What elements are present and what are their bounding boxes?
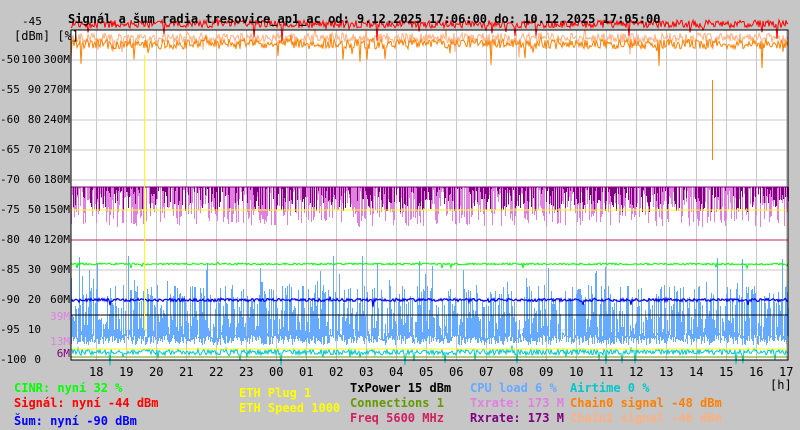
legend-freq: Freq 5600 MHz xyxy=(350,411,444,425)
legend-cinr: CINR: nyní 32 % xyxy=(14,381,123,395)
legend-eth-speed: ETH Speed 1000 xyxy=(239,401,341,415)
y-tick-dbm: -45 xyxy=(22,15,42,28)
x-tick: 01 xyxy=(299,365,314,379)
x-tick: 13 xyxy=(659,365,674,379)
airtime-series xyxy=(70,345,789,366)
x-tick: 23 xyxy=(239,365,254,379)
x-tick: 08 xyxy=(509,365,524,379)
legend-txpower: TxPower 15 dBm xyxy=(350,381,452,395)
y-tick-pct: 80 xyxy=(27,113,41,126)
legend-signal: Signál: nyní -44 dBm xyxy=(14,396,159,410)
signal-series xyxy=(70,17,789,42)
legend-airtime: Airtime 0 % xyxy=(570,381,650,395)
y-tick-dbm: -75 xyxy=(0,203,20,216)
y-tick-pct: 20 xyxy=(27,293,41,306)
y-axis-label: [dBm] [%] xyxy=(14,29,80,43)
x-tick: 16 xyxy=(749,365,764,379)
y-tick-rate: 270M xyxy=(43,83,71,96)
y-tick-rate-extra: 6M xyxy=(56,347,70,360)
y-tick-rate: 240M xyxy=(43,113,71,126)
x-tick: 15 xyxy=(719,365,734,379)
legend-chain1: Chain1 signal -46 dBm xyxy=(570,411,722,425)
x-tick: 14 xyxy=(689,365,704,379)
x-tick: 20 xyxy=(149,365,164,379)
chart-title: Signál a šum radia tresovice_ap1_ac od: … xyxy=(68,12,661,26)
cinr-series xyxy=(70,261,789,271)
y-tick-dbm: -50 xyxy=(0,53,20,66)
y-tick-dbm: -80 xyxy=(0,233,20,246)
legend-cpu: CPU load 6 % xyxy=(470,381,557,395)
x-tick: 07 xyxy=(479,365,494,379)
x-axis-label: [h] xyxy=(770,378,792,392)
y-tick-dbm: -60 xyxy=(0,113,20,126)
y-tick-dbm: -70 xyxy=(0,173,20,186)
legend-txrate: Txrate: 173 M xyxy=(470,396,564,410)
x-tick: 12 xyxy=(629,365,644,379)
y-tick-dbm: -65 xyxy=(0,143,20,156)
y-tick-rate: 90M xyxy=(50,263,70,276)
x-tick: 05 xyxy=(419,365,434,379)
x-tick: 10 xyxy=(569,365,584,379)
y-tick-pct: 60 xyxy=(27,173,41,186)
legend-noise: Šum: nyní -90 dBm xyxy=(14,414,137,428)
y-tick-pct: 100 xyxy=(21,53,41,66)
x-tick: 19 xyxy=(119,365,134,379)
x-tick: 17 xyxy=(779,365,794,379)
y-tick-rate-extra: 13M xyxy=(50,335,70,348)
plot-frame xyxy=(70,29,789,361)
x-tick: 09 xyxy=(539,365,554,379)
y-tick-pct: 30 xyxy=(27,263,41,276)
legend-chain0: Chain0 signal -48 dBm xyxy=(570,396,722,410)
y-tick-rate: 60M xyxy=(50,293,70,306)
y-tick-rate: 300M xyxy=(43,53,71,66)
y-tick-pct: 50 xyxy=(27,203,41,216)
y-tick-pct: 40 xyxy=(27,233,41,246)
x-tick: 11 xyxy=(599,365,614,379)
legend-rxrate: Rxrate: 173 M xyxy=(470,411,564,425)
y-tick-dbm: -90 xyxy=(0,293,20,306)
y-tick-rate: 150M xyxy=(43,203,71,216)
rxrate-bars xyxy=(73,187,789,212)
x-tick: 21 xyxy=(179,365,194,379)
y-tick-rate: 210M xyxy=(43,143,71,156)
legend-connections: Connections 1 xyxy=(350,396,444,410)
legend-eth-plug: ETH Plug 1 xyxy=(239,386,312,400)
chain1-series xyxy=(70,26,789,58)
y-tick-pct: 70 xyxy=(27,143,41,156)
noise-series xyxy=(70,296,789,307)
y-tick-rate: 120M xyxy=(43,233,71,246)
y-tick-pct: 90 xyxy=(27,83,41,96)
x-tick: 18 xyxy=(89,365,104,379)
x-tick: 02 xyxy=(329,365,344,379)
x-tick: 22 xyxy=(209,365,224,379)
y-tick-pct: 0 xyxy=(34,353,41,366)
x-tick: 04 xyxy=(389,365,404,379)
x-tick: 00 xyxy=(269,365,284,379)
chain0-series xyxy=(70,34,789,69)
x-tick: 03 xyxy=(359,365,374,379)
y-tick-dbm: -55 xyxy=(0,83,20,96)
y-tick-rate-extra: 39M xyxy=(50,310,70,323)
y-tick-rate: 180M xyxy=(43,173,71,186)
x-tick: 06 xyxy=(449,365,464,379)
y-tick-dbm: -85 xyxy=(0,263,20,276)
y-tick-dbm: -95 xyxy=(0,323,20,336)
y-tick-dbm: -100 xyxy=(0,353,27,366)
y-tick-pct: 10 xyxy=(27,323,41,336)
